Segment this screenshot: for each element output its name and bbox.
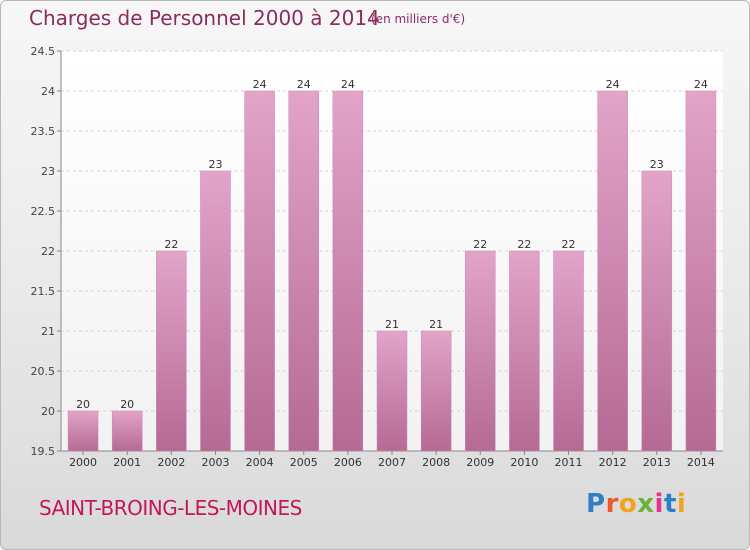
- logo-letter: o: [618, 489, 638, 519]
- bar: [553, 250, 584, 452]
- x-tick-label: 2008: [422, 456, 450, 469]
- y-tick-label: 21.5: [31, 285, 56, 298]
- logo-letter: x: [637, 489, 655, 519]
- data-label: 21: [429, 318, 443, 331]
- logo-letter: r: [605, 489, 619, 519]
- y-tick-label: 24.5: [31, 45, 56, 58]
- chart-subtitle: (en milliers d'€): [371, 12, 466, 26]
- y-tick-label: 21: [41, 325, 55, 338]
- data-label: 24: [606, 78, 620, 91]
- bar: [111, 410, 143, 452]
- data-label: 24: [253, 78, 267, 91]
- x-tick-label: 2011: [555, 456, 583, 469]
- data-label: 24: [341, 78, 355, 91]
- bar: [465, 250, 496, 452]
- bar: [332, 90, 364, 452]
- chart-title: Charges de Personnel 2000 à 2014: [29, 6, 380, 30]
- x-tick-label: 2001: [113, 456, 141, 469]
- x-tick-label: 2000: [69, 456, 97, 469]
- proxiti-logo[interactable]: Proxiti: [586, 489, 686, 519]
- y-tick-label: 23.5: [31, 125, 56, 138]
- data-label: 22: [562, 238, 576, 251]
- x-tick-label: 2006: [334, 456, 362, 469]
- y-tick-label: 24: [41, 85, 55, 98]
- x-tick-label: 2002: [157, 456, 185, 469]
- bar: [685, 90, 717, 452]
- bar: [244, 90, 275, 452]
- data-label: 20: [120, 398, 134, 411]
- data-label: 20: [76, 398, 90, 411]
- y-tick-label: 20: [41, 405, 55, 418]
- bar: [509, 250, 540, 452]
- data-label: 24: [297, 78, 311, 91]
- data-label: 22: [164, 238, 178, 251]
- y-tick-label: 19.5: [31, 445, 56, 458]
- bar: [67, 410, 99, 452]
- x-tick-label: 2014: [687, 456, 715, 469]
- bar: [376, 330, 408, 452]
- logo-letter: P: [586, 489, 606, 519]
- x-tick-label: 2009: [466, 456, 494, 469]
- bar: [288, 90, 319, 452]
- commune-name: SAINT-BROING-LES-MOINES: [39, 496, 302, 520]
- bar: [597, 90, 628, 452]
- data-label: 23: [650, 158, 664, 171]
- logo-letter: i: [654, 489, 664, 519]
- y-tick-label: 23: [41, 165, 55, 178]
- bar: [420, 330, 452, 452]
- data-label: 21: [385, 318, 399, 331]
- x-tick-label: 2010: [510, 456, 538, 469]
- data-label: 22: [473, 238, 487, 251]
- y-tick-label: 20.5: [31, 365, 56, 378]
- logo-letter: t: [663, 489, 677, 519]
- data-label: 23: [208, 158, 222, 171]
- x-tick-label: 2004: [246, 456, 274, 469]
- x-tick-label: 2007: [378, 456, 406, 469]
- x-tick-label: 2013: [643, 456, 671, 469]
- bar: [641, 170, 673, 452]
- x-tick-label: 2005: [290, 456, 318, 469]
- x-tick-label: 2003: [201, 456, 229, 469]
- y-tick-label: 22: [41, 245, 55, 258]
- bar: [156, 250, 187, 452]
- data-label: 22: [517, 238, 531, 251]
- data-label: 24: [694, 78, 708, 91]
- y-tick-label: 22.5: [31, 205, 56, 218]
- x-tick-label: 2012: [599, 456, 627, 469]
- logo-letter: i: [676, 489, 687, 519]
- bar: [200, 170, 231, 452]
